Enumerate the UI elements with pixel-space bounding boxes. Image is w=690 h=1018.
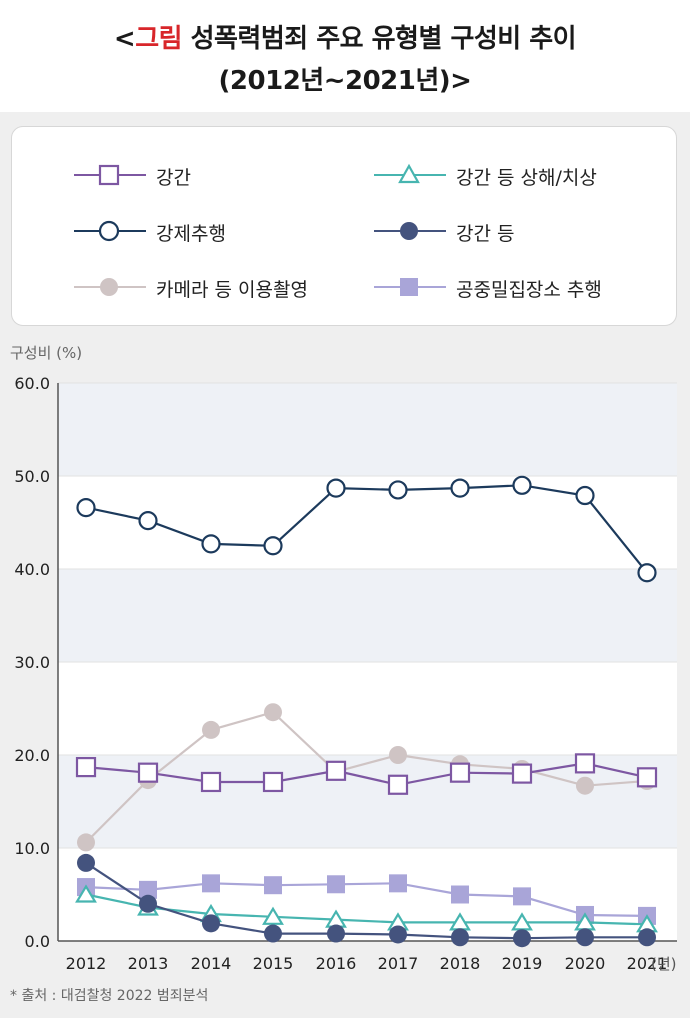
y-tick-label: 50.0: [14, 467, 50, 486]
legend: 강간 강간 등 상해/치상 강제추행 강간 등 카메라 등 이용촬영 공중밀집장…: [11, 126, 677, 326]
data-point: [513, 929, 531, 948]
data-point: [75, 884, 97, 903]
data-point: [326, 478, 346, 498]
legend-label: 공중밀집장소 추행: [456, 279, 602, 301]
data-point: [202, 874, 220, 893]
series-line: [85, 861, 647, 940]
data-point: [636, 767, 658, 788]
legend-swatch-square-filled-icon: [374, 278, 446, 296]
plot-band: [58, 848, 677, 941]
plot-band: [58, 383, 677, 476]
legend-label: 카메라 등 이용촬영: [156, 279, 308, 301]
x-tick-label: 2015: [253, 954, 294, 973]
data-point: [262, 771, 284, 793]
legend-swatch-square-open-icon: [74, 164, 146, 186]
data-point: [576, 928, 594, 947]
data-point: [511, 763, 533, 784]
data-point: [139, 880, 157, 899]
legend-swatch-circle-filled-icon: [74, 278, 146, 296]
data-point: [389, 925, 407, 944]
data-point: [389, 874, 407, 893]
y-tick-label: 60.0: [14, 374, 50, 393]
data-point: [574, 753, 596, 774]
x-tick-label: 2019: [502, 954, 543, 973]
data-point: [451, 885, 469, 904]
series-line: [85, 484, 648, 574]
plot-band: [58, 476, 677, 569]
series-line: [85, 893, 648, 926]
legend-swatch-triangle-open-icon: [374, 163, 446, 184]
series-line: [85, 882, 648, 917]
y-tick-label: 40.0: [14, 560, 50, 579]
data-point: [327, 875, 345, 894]
data-point: [138, 511, 158, 531]
x-tick-label: 2020: [565, 954, 606, 973]
data-point: [263, 536, 283, 556]
data-point: [637, 563, 657, 583]
chart-title-line2: (2012년~2021년)>: [218, 66, 472, 96]
data-point: [513, 887, 531, 906]
legend-label: 강제추행: [156, 223, 226, 245]
legend-label: 강간 등 상해/치상: [456, 167, 597, 189]
data-point: [388, 480, 408, 500]
legend-label: 강간 등: [456, 223, 515, 245]
data-point: [137, 762, 159, 783]
data-point: [77, 853, 95, 872]
data-point: [512, 475, 532, 495]
x-tick-label: 2012: [66, 954, 107, 973]
data-point: [202, 720, 220, 739]
source-note: * 출처 : 대검찰청 2022 범죄분석: [10, 988, 209, 1004]
plot-band: [58, 662, 677, 755]
data-point: [387, 774, 409, 795]
data-point: [451, 928, 469, 947]
x-tick-label: 2016: [316, 954, 357, 973]
data-point: [638, 928, 656, 947]
data-point: [576, 776, 594, 795]
x-axis-unit: (년): [651, 955, 677, 973]
data-point: [75, 756, 97, 778]
data-point: [389, 746, 407, 764]
data-point: [450, 478, 470, 498]
data-point: [449, 762, 471, 783]
x-tick-label: 2021: [627, 954, 668, 973]
y-axis-label: 구성비 (%): [10, 344, 83, 362]
data-point: [202, 914, 220, 933]
data-point: [327, 924, 345, 943]
data-point: [325, 760, 347, 781]
legend-label: 강간: [156, 167, 191, 189]
chart-title-line1: <그림 성폭력범죄 주요 유형별 구성비 추이: [113, 24, 577, 54]
y-tick-label: 10.0: [14, 839, 50, 858]
legend-swatch-circle-filled-icon: [374, 222, 446, 240]
data-point: [139, 894, 157, 913]
data-point: [264, 876, 282, 895]
data-point: [575, 485, 595, 506]
line-chart: 0.0 10.0 20.0 30.0 40.0 50.0 60.0 2012 2013 2014 2…: [14, 374, 677, 973]
y-tick-label: 30.0: [14, 653, 50, 672]
data-point: [76, 498, 96, 518]
x-tick-label: 2018: [440, 954, 481, 973]
x-tick-label: 2014: [191, 954, 232, 973]
plot-band: [58, 569, 677, 662]
title-accent: 그림: [135, 24, 183, 54]
data-point: [264, 703, 282, 722]
legend-swatch-circle-open-icon: [74, 220, 146, 242]
series-line: [85, 710, 648, 844]
title-header: <그림 성폭력범죄 주요 유형별 구성비 추이 (2012년~2021년)>: [0, 0, 690, 112]
x-tick-label: 2013: [128, 954, 169, 973]
x-tick-label: 2017: [378, 954, 419, 973]
series-line: [85, 762, 648, 786]
data-point: [264, 924, 282, 943]
y-tick-label: 0.0: [25, 932, 50, 951]
data-point: [201, 534, 221, 554]
y-tick-label: 20.0: [14, 746, 50, 765]
data-point: [77, 833, 95, 852]
data-point: [200, 771, 222, 793]
data-point: [262, 906, 284, 925]
